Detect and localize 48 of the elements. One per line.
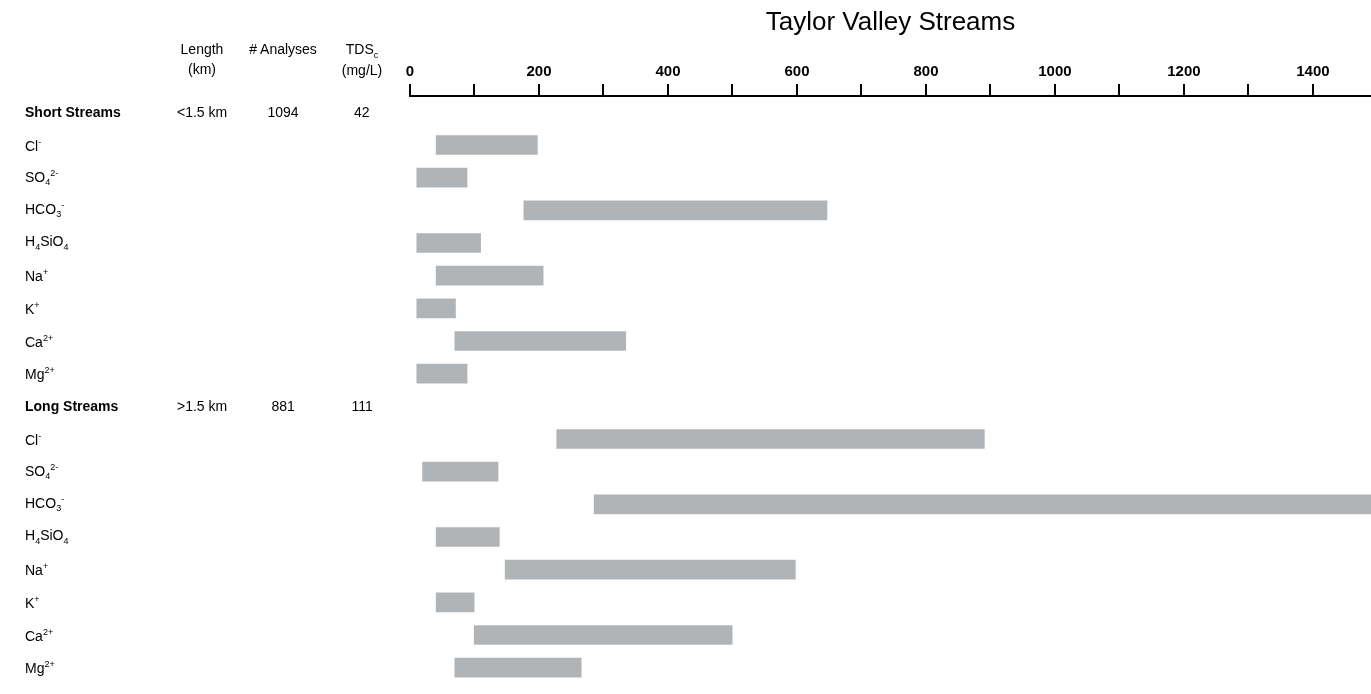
text: 111 bbox=[351, 398, 373, 415]
text: 1094 bbox=[267, 104, 299, 121]
x2-tick-label: 800 bbox=[913, 62, 939, 80]
y-tick-label: Cl$^{-}$ bbox=[25, 430, 42, 448]
chart-title: Taylor Valley Streams bbox=[765, 6, 1016, 36]
text: # Analyses bbox=[248, 40, 318, 59]
text: <1.5 km bbox=[177, 104, 228, 121]
x2-tick-label: 1200 bbox=[1167, 62, 1201, 80]
bar bbox=[504, 559, 796, 580]
bar bbox=[523, 200, 828, 221]
y-tick-label: Short Streams bbox=[25, 104, 121, 121]
y-tick-label: H$_{4}$SiO$_{4}$ bbox=[25, 233, 69, 252]
y-tick-label: Long Streams bbox=[25, 398, 119, 415]
y-tick-label: H$_{4}$SiO$_{4}$ bbox=[25, 527, 69, 546]
y-tick-label: Cl$^{-}$ bbox=[25, 136, 42, 154]
y-tick-label: Ca$^{2+}$ bbox=[25, 332, 54, 350]
y-tick-label: Ca$^{2+}$ bbox=[25, 626, 54, 644]
text: 881 bbox=[271, 398, 295, 415]
bar bbox=[416, 167, 468, 188]
bar bbox=[435, 527, 500, 547]
text: 42 bbox=[354, 104, 370, 121]
y-tick-label: Mg$^{2+}$ bbox=[25, 365, 55, 382]
bar bbox=[416, 233, 481, 253]
x2-tick-label: 1000 bbox=[1038, 62, 1072, 80]
bar bbox=[593, 494, 1371, 515]
bar bbox=[556, 429, 985, 449]
bar bbox=[435, 265, 544, 286]
y-tick-label: Na$^{+}$ bbox=[25, 267, 49, 284]
text: Length (km) bbox=[179, 40, 225, 79]
y-tick-label: K$^{+}$ bbox=[25, 299, 40, 317]
x2-tick-label: 400 bbox=[655, 62, 681, 80]
bar bbox=[454, 331, 627, 351]
x2-tick-label: 600 bbox=[784, 62, 810, 80]
x2-tick-label: 1400 bbox=[1296, 62, 1330, 80]
y-tick-label: Na$^{+}$ bbox=[25, 561, 49, 578]
x2-tick-label: 0 bbox=[405, 62, 415, 80]
text: >1.5 km bbox=[177, 398, 228, 415]
text: TDS$_{c}$ (mg/L) bbox=[340, 40, 384, 81]
bar bbox=[454, 657, 582, 678]
bar bbox=[473, 625, 733, 645]
bar bbox=[435, 135, 538, 155]
bar bbox=[416, 363, 468, 384]
bar bbox=[435, 592, 475, 613]
y-tick-label: Mg$^{2+}$ bbox=[25, 659, 55, 676]
bar bbox=[422, 461, 499, 482]
bar bbox=[416, 298, 456, 319]
y-tick-label: K$^{+}$ bbox=[25, 593, 40, 611]
x2-tick-label: 200 bbox=[526, 62, 552, 80]
